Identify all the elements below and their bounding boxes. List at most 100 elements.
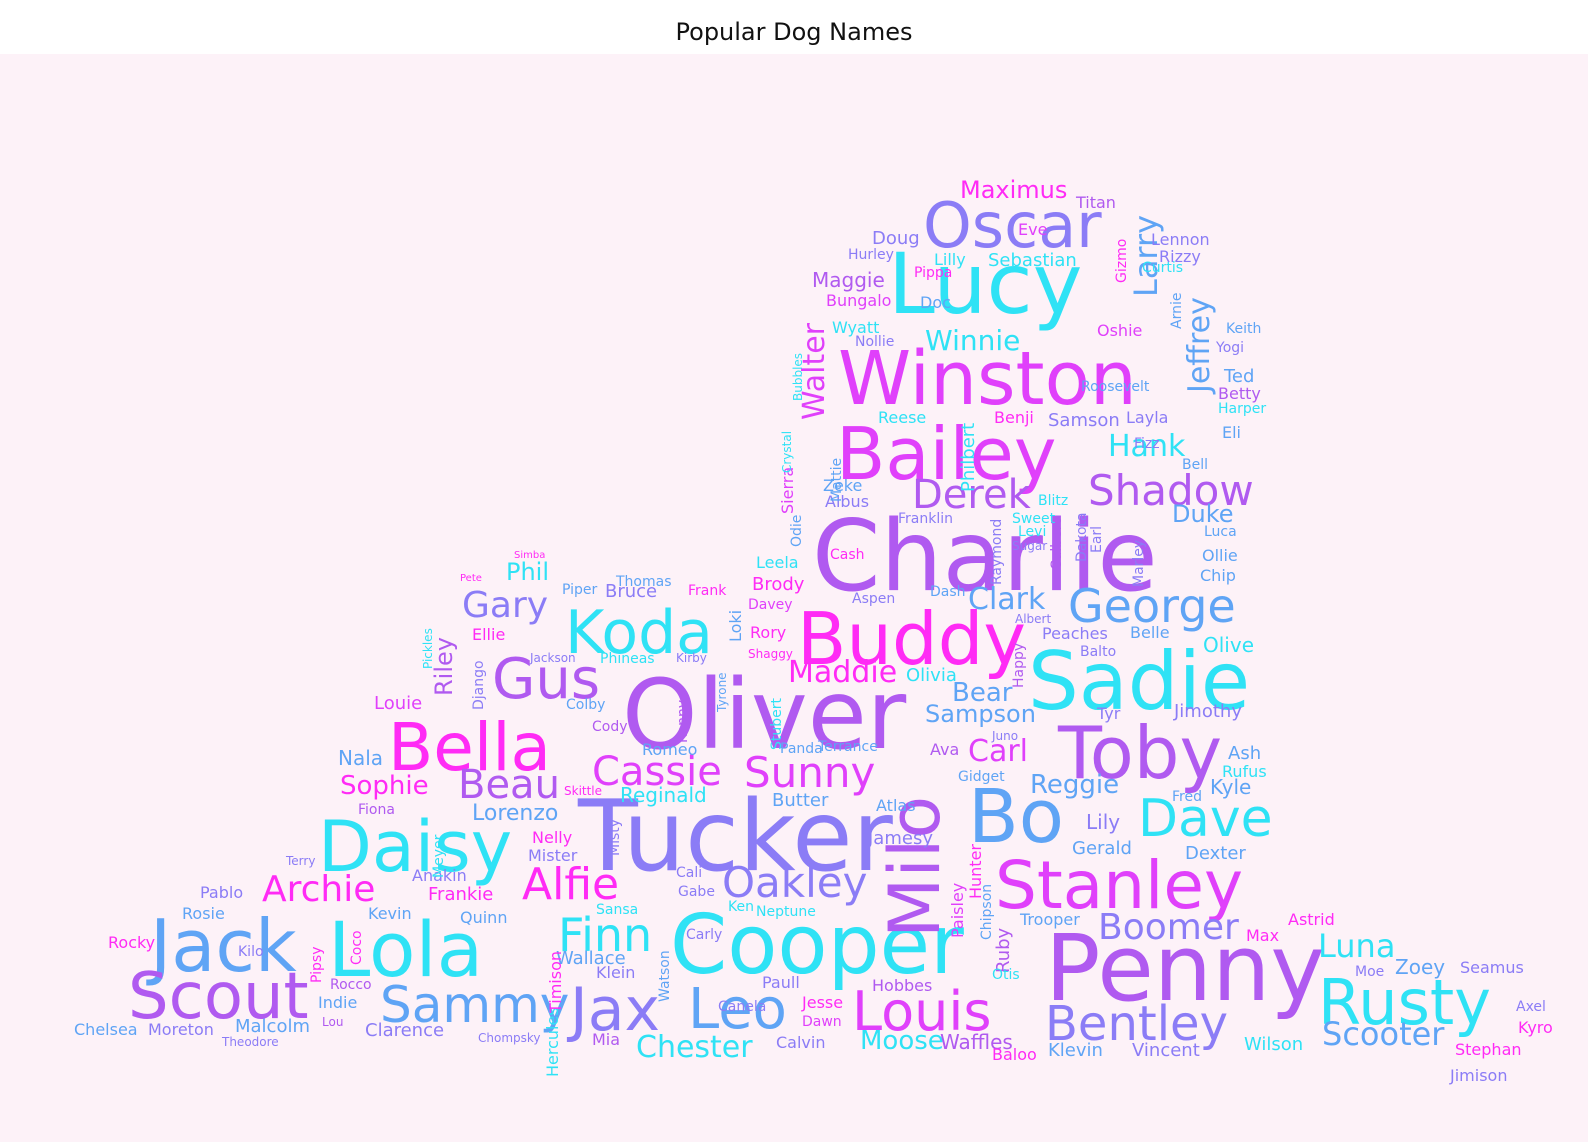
word-penny: Penny <box>1045 915 1325 1022</box>
word-gizmo: Gizmo <box>1114 238 1130 283</box>
word-quinn: Quinn <box>460 908 508 927</box>
word-cody: Cody <box>592 719 628 735</box>
word-hobbes: Hobbes <box>872 976 933 995</box>
word-axel: Axel <box>1516 999 1546 1015</box>
word-olive: Olive <box>1203 633 1254 657</box>
word-pickles: Pickles <box>421 628 435 669</box>
word-gidget: Gidget <box>958 769 1005 785</box>
word-keith: Keith <box>1226 321 1262 337</box>
word-olivia: Olivia <box>906 665 957 686</box>
word-zeke: Zeke <box>823 476 863 495</box>
word-gerald: Gerald <box>1072 838 1132 859</box>
word-meyer: Meyer <box>431 834 447 878</box>
word-bear: Bear <box>952 678 1013 708</box>
word-peaches: Peaches <box>1042 624 1108 643</box>
word-stephan: Stephan <box>1455 1040 1522 1059</box>
word-paisley: Paisley <box>948 882 967 938</box>
word-rory: Rory <box>750 623 787 642</box>
word-moose: Moose <box>860 1026 944 1056</box>
word-clark: Clark <box>968 582 1046 617</box>
word-mister: Mister <box>528 846 578 865</box>
word-paull: Paull <box>762 973 800 992</box>
word-charlie: Charlie <box>812 500 1158 614</box>
word-beau: Beau <box>458 762 560 808</box>
word-trooper: Trooper <box>1020 910 1080 929</box>
word-lola: Lola <box>328 905 484 994</box>
word-layla: Layla <box>1126 408 1169 427</box>
word-neptune: Neptune <box>756 904 816 920</box>
word-juno: Juno <box>992 729 1019 743</box>
word-watson: Watson <box>657 950 673 1002</box>
word-theodore: Theodore <box>222 1035 279 1049</box>
word-dawn: Dawn <box>802 1014 842 1030</box>
word-jack: Jack <box>150 904 297 988</box>
word-shaggy: Shaggy <box>748 647 793 661</box>
word-maddie: Maddie <box>788 655 898 690</box>
word-phineas: Phineas <box>600 651 655 667</box>
word-crystal: Crystal <box>780 430 794 473</box>
word-sebastian: Sebastian <box>988 250 1077 271</box>
word-terrance: Terrance <box>818 739 878 755</box>
word-thomas: Thomas <box>616 574 672 590</box>
word-zoey: Zoey <box>1395 955 1446 979</box>
word-earl: Earl <box>1089 525 1105 553</box>
word-ollie: Ollie <box>1202 546 1238 565</box>
word-pete: Pete <box>460 573 482 584</box>
word-dave: Dave <box>1138 789 1273 849</box>
word-colby: Colby <box>566 697 606 713</box>
word-alfie: Alfie <box>522 859 620 910</box>
word-bell: Bell <box>1182 457 1208 473</box>
word-boomer: Boomer <box>1098 907 1239 948</box>
word-shadow: Shadow <box>1088 466 1254 515</box>
word-malcolm: Malcolm <box>235 1016 311 1037</box>
word-cassie: Cassie <box>592 749 722 795</box>
word-doug: Doug <box>872 228 920 249</box>
word-seamus: Seamus <box>1460 958 1524 977</box>
word-luna: Luna <box>1318 927 1396 965</box>
word-baloo: Baloo <box>992 1045 1037 1064</box>
word-lennon: Lennon <box>1151 230 1210 249</box>
word-wallace: Wallace <box>556 948 626 969</box>
word-maximus: Maximus <box>960 176 1068 204</box>
word-ted: Ted <box>1224 366 1255 387</box>
word-bo: Bo <box>968 774 1065 860</box>
word-waffles: Waffles <box>940 1030 1013 1054</box>
word-bella: Bella <box>388 709 552 786</box>
word-larry: Larry <box>1127 214 1165 297</box>
word-chompsky: Chompsky <box>478 1031 541 1045</box>
word-lorenzo: Lorenzo <box>472 801 559 826</box>
word-vincent: Vincent <box>1132 1040 1200 1061</box>
word-astrid: Astrid <box>1288 910 1335 929</box>
word-brody: Brody <box>752 574 805 595</box>
word-rusty: Rusty <box>1318 966 1491 1039</box>
word-ash: Ash <box>1228 743 1262 764</box>
word-philbert: Philbert <box>958 422 979 492</box>
word-yogi: Yogi <box>1216 340 1245 356</box>
word-jesse: Jesse <box>802 993 844 1012</box>
word-kenny: Kenny <box>675 699 691 743</box>
word-bentley: Bentley <box>1045 996 1228 1052</box>
word-tyr: Tyr <box>1097 704 1121 723</box>
word-marley: Marley <box>1131 539 1147 587</box>
word-duke: Duke <box>1172 500 1234 528</box>
word-coco: Coco <box>349 930 365 965</box>
word-reese: Reese <box>878 408 927 427</box>
word-louie: Louie <box>374 693 423 714</box>
word-nala: Nala <box>338 746 384 770</box>
word-ava: Ava <box>930 740 960 759</box>
word-albus: Albus <box>825 492 870 511</box>
word-klein: Klein <box>596 963 636 982</box>
word-arnie: Arnie <box>1169 292 1185 329</box>
word-reginald: Reginald <box>620 783 707 807</box>
word-oakley: Oakley <box>722 858 868 907</box>
word-calvin: Calvin <box>776 1033 826 1052</box>
word-doc: Doc <box>920 293 951 312</box>
word-derek: Derek <box>912 472 1031 518</box>
word-betty: Betty <box>1218 384 1261 403</box>
word-eli: Eli <box>1222 423 1241 442</box>
word-stanley: Stanley <box>995 847 1244 924</box>
word-ken: Ken <box>728 899 754 915</box>
word-sunny: Sunny <box>744 748 876 797</box>
word-carly: Carly <box>686 927 723 943</box>
word-sierra: Sierra <box>778 466 797 514</box>
